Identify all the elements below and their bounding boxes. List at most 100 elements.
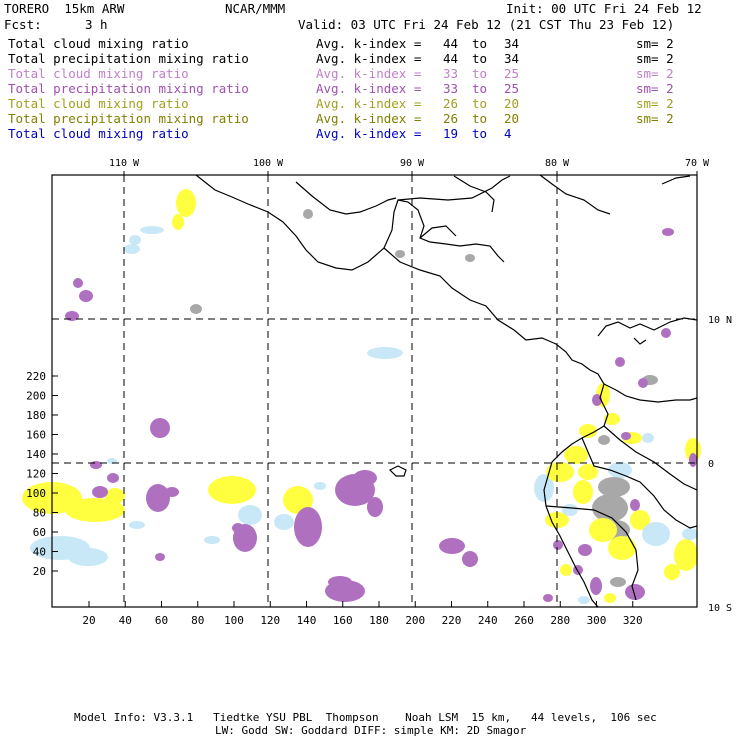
purple-field-patch bbox=[590, 577, 602, 595]
y-tick-label: 20 bbox=[33, 565, 46, 578]
light-blue-field-patch bbox=[578, 596, 590, 604]
legend-from: 33 bbox=[443, 66, 459, 81]
coastline bbox=[419, 225, 457, 239]
longitude-label: 70 W bbox=[685, 158, 710, 169]
coastline bbox=[539, 174, 611, 215]
yellow-field-patch bbox=[546, 462, 574, 482]
legend-avg-label: Avg. k-index = bbox=[316, 126, 422, 141]
coastline bbox=[597, 317, 698, 337]
legend-to: 20 bbox=[504, 96, 520, 111]
yellow-field-patch bbox=[604, 413, 620, 425]
purple-field-patch bbox=[578, 544, 592, 556]
yellow-field-patch bbox=[608, 536, 636, 560]
y-tick-label: 120 bbox=[26, 468, 46, 481]
longitude-label: 100 W bbox=[253, 158, 284, 169]
latitude-label: 10 S bbox=[708, 603, 732, 614]
light-blue-field-patch bbox=[682, 528, 698, 540]
init-time: Init: 00 UTC Fri 24 Feb 12 bbox=[506, 1, 702, 16]
legend-field: Total cloud mixing ratio bbox=[8, 66, 189, 81]
legend-from: 33 bbox=[443, 81, 459, 96]
yellow-field-patch bbox=[674, 539, 698, 571]
legend-from: 26 bbox=[443, 111, 459, 126]
x-tick-label: 300 bbox=[587, 614, 607, 627]
yellow-field-patch bbox=[564, 446, 588, 464]
legend-avg-label: Avg. k-index = bbox=[316, 51, 422, 66]
legend-field: Total cloud mixing ratio bbox=[8, 36, 189, 51]
forecast-label: Fcst: bbox=[4, 17, 42, 32]
legend-sm: sm= 2 bbox=[636, 96, 674, 111]
forecast-hours: 3 h bbox=[85, 17, 108, 32]
coastline bbox=[397, 175, 511, 201]
gray-field-patch bbox=[610, 577, 626, 587]
purple-field-patch bbox=[689, 453, 697, 467]
longitude-label: 110 W bbox=[109, 158, 140, 169]
purple-field-patch bbox=[661, 328, 671, 338]
purple-field-patch bbox=[155, 553, 165, 561]
x-tick-label: 180 bbox=[369, 614, 389, 627]
purple-field-patch bbox=[146, 484, 170, 512]
plot-frame bbox=[51, 174, 698, 608]
yellow-field-patch bbox=[283, 486, 313, 514]
legend-sm: sm= 2 bbox=[636, 51, 674, 66]
legend-to: 25 bbox=[504, 66, 520, 81]
longitude-label: 90 W bbox=[400, 158, 425, 169]
legend-avg-label: Avg. k-index = bbox=[316, 66, 422, 81]
x-tick-label: 320 bbox=[623, 614, 643, 627]
legend-to-word: to bbox=[472, 96, 488, 111]
purple-field-patch bbox=[232, 523, 244, 533]
model-title: TORERO 15km ARW bbox=[4, 1, 125, 16]
x-tick-label: 40 bbox=[119, 614, 132, 627]
light-blue-field-patch bbox=[68, 548, 108, 566]
x-tick-label: 20 bbox=[82, 614, 95, 627]
legend-avg-label: Avg. k-index = bbox=[316, 96, 422, 111]
yellow-field-patch bbox=[560, 564, 572, 576]
x-tick-label: 240 bbox=[478, 614, 498, 627]
light-blue-field-patch bbox=[642, 522, 670, 546]
purple-field-patch bbox=[73, 278, 83, 288]
x-tick-label: 120 bbox=[260, 614, 280, 627]
purple-field-patch bbox=[79, 290, 93, 302]
y-tick-label: 60 bbox=[33, 526, 46, 539]
x-tick-label: 200 bbox=[405, 614, 425, 627]
purple-field-patch bbox=[638, 378, 648, 388]
x-tick-label: 100 bbox=[224, 614, 244, 627]
purple-field-patch bbox=[553, 540, 563, 550]
purple-field-patch bbox=[353, 470, 377, 486]
x-tick-label: 220 bbox=[442, 614, 462, 627]
y-tick-label: 220 bbox=[26, 370, 46, 383]
coastline bbox=[633, 337, 647, 345]
purple-field-patch bbox=[107, 473, 119, 483]
light-blue-field-patch bbox=[642, 433, 654, 443]
coastline bbox=[388, 465, 407, 477]
purple-field-patch bbox=[92, 486, 108, 498]
coastline bbox=[543, 369, 609, 608]
legend-avg-label: Avg. k-index = bbox=[316, 36, 422, 51]
light-blue-field-patch bbox=[140, 226, 164, 234]
coastline bbox=[661, 175, 691, 185]
legend-field: Total cloud mixing ratio bbox=[8, 126, 189, 141]
legend-sm: sm= 2 bbox=[636, 66, 674, 81]
latitude-label: 10 N bbox=[708, 315, 732, 326]
purple-field-patch bbox=[367, 497, 383, 517]
purple-field-patch bbox=[621, 432, 631, 440]
yellow-field-patch bbox=[105, 488, 125, 504]
coastline bbox=[383, 247, 557, 345]
footer-physics-info: LW: Godd SW: Goddard DIFF: simple KM: 2D… bbox=[215, 724, 527, 737]
yellow-field-patch bbox=[579, 424, 597, 438]
yellow-field-patch bbox=[65, 498, 125, 522]
yellow-field-patch bbox=[573, 480, 593, 504]
coastline bbox=[555, 343, 591, 371]
legend-sm: sm= 2 bbox=[636, 111, 674, 126]
legend-to-word: to bbox=[472, 111, 488, 126]
legend-avg-label: Avg. k-index = bbox=[316, 81, 422, 96]
gray-field-patch bbox=[303, 209, 313, 219]
gray-field-patch bbox=[598, 435, 610, 445]
purple-field-patch bbox=[439, 538, 465, 554]
light-blue-field-patch bbox=[124, 244, 140, 254]
x-tick-label: 160 bbox=[333, 614, 353, 627]
x-tick-label: 140 bbox=[297, 614, 317, 627]
footer-model-info: Model Info: V3.3.1 Tiedtke YSU PBL Thomp… bbox=[74, 711, 657, 724]
light-blue-field-patch bbox=[314, 482, 326, 490]
yellow-field-patch bbox=[208, 476, 256, 504]
coastline bbox=[581, 437, 698, 529]
